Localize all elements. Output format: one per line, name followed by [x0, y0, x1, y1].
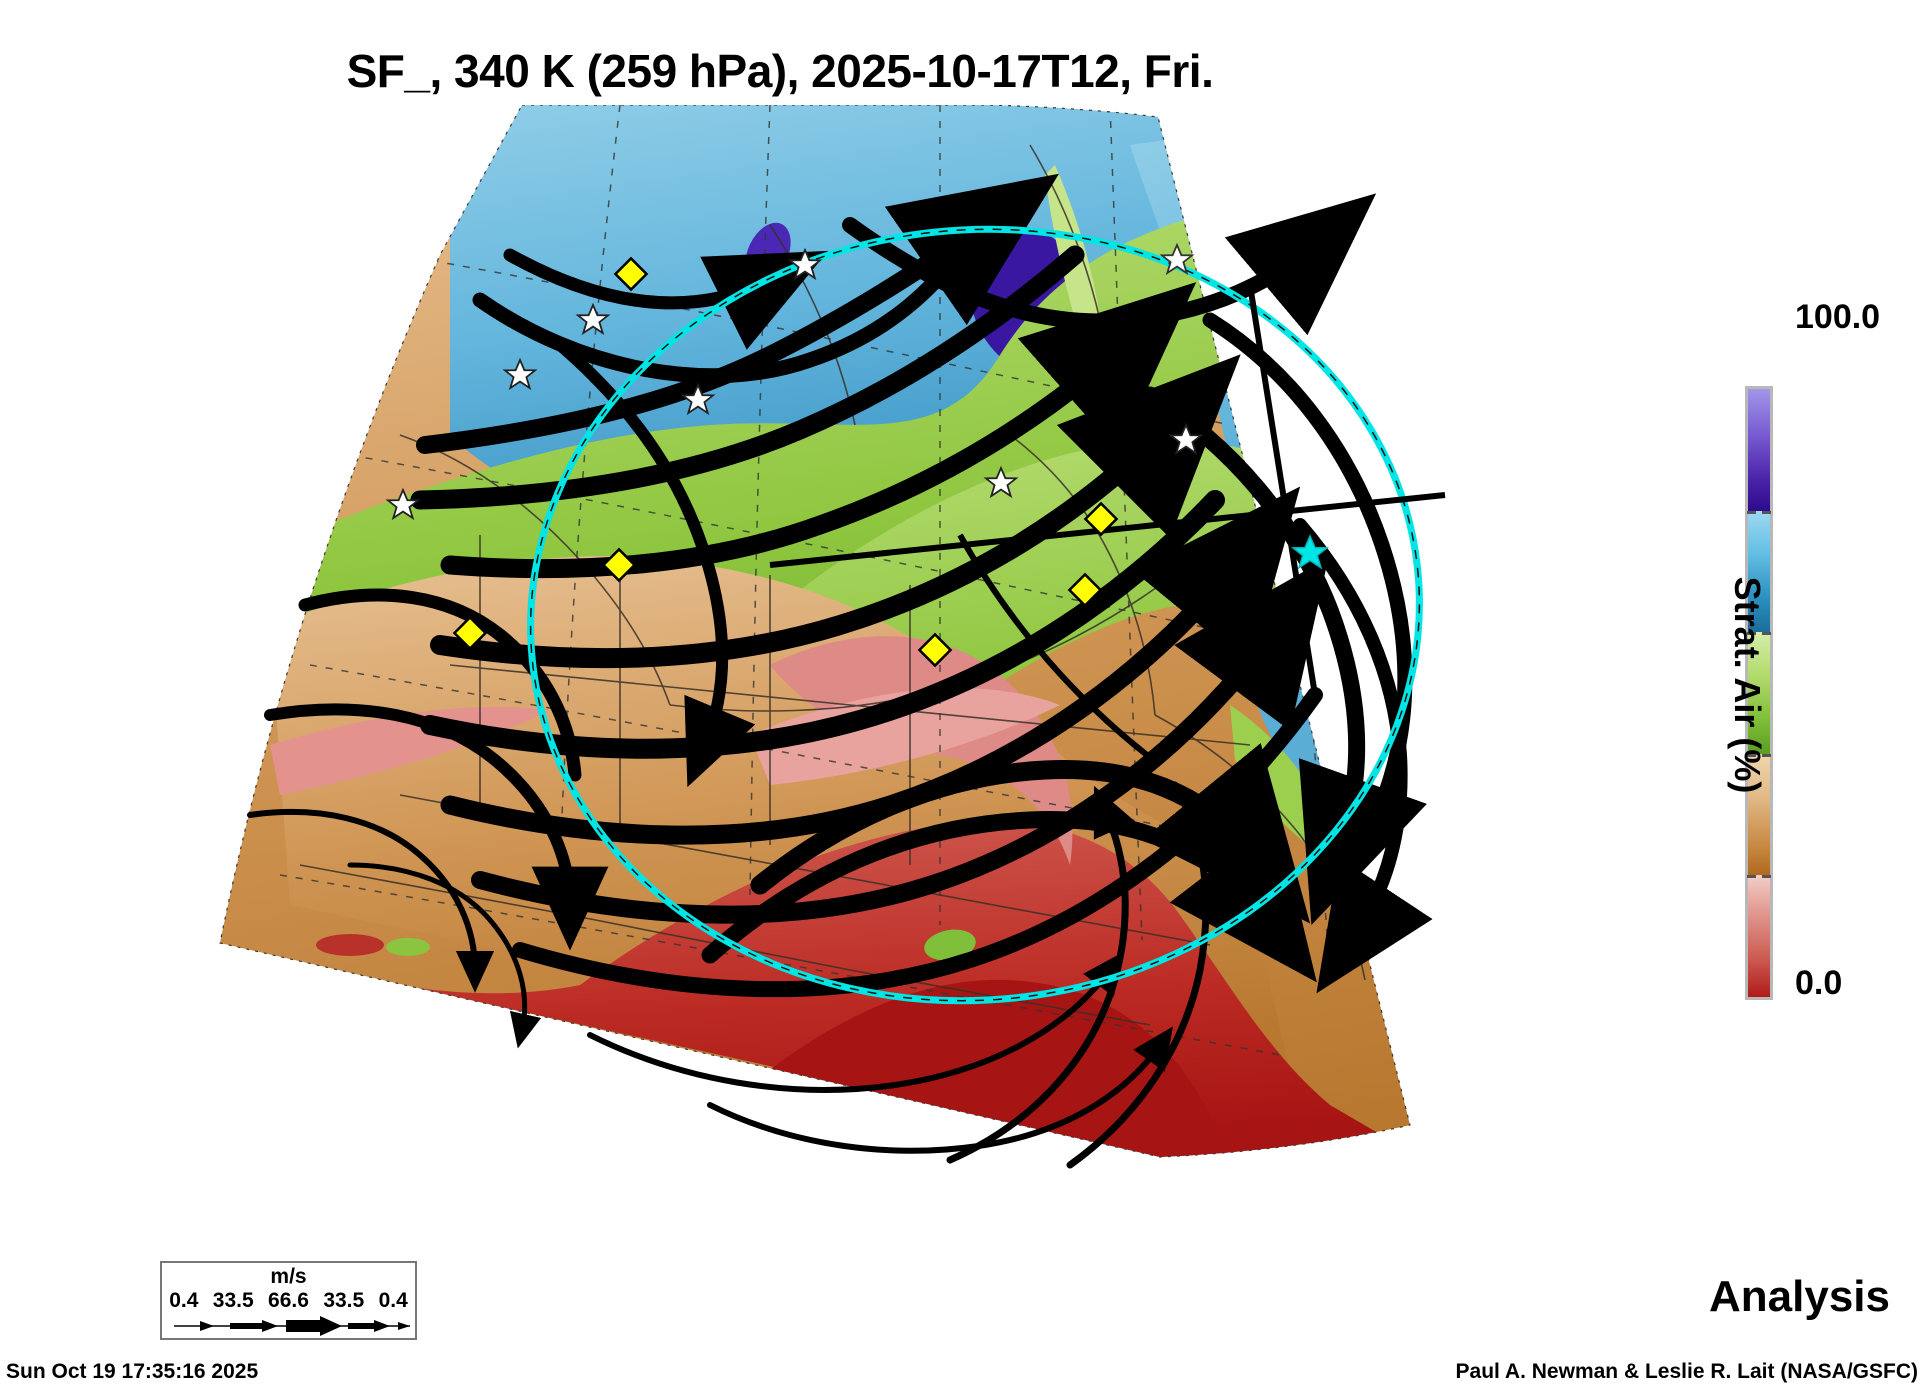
white-star-marker	[385, 487, 421, 521]
white-star-marker	[502, 357, 538, 391]
wind-key-value: 33.5	[323, 1289, 365, 1312]
colorbar-band-tan	[1748, 753, 1770, 876]
colorbar-tick	[1747, 875, 1756, 879]
wind-speed-key: m/s 0.4 33.5 66.6 33.5 0.4	[160, 1261, 417, 1340]
wind-streamlines	[247, 173, 1433, 1169]
band-pink-streak2	[750, 688, 1060, 785]
wind-key-units: m/s	[270, 1265, 307, 1288]
analysis-label: Analysis	[1709, 1272, 1890, 1321]
origin-star-marker	[1290, 534, 1330, 570]
colorbar	[1745, 386, 1773, 1000]
yellow-diamond-marker	[613, 256, 649, 292]
colorbar-tick	[1747, 510, 1756, 514]
white-star-marker	[983, 465, 1019, 499]
yellow-diamond-marker	[1083, 501, 1119, 537]
white-star-marker	[575, 302, 611, 336]
white-star-marker	[1168, 422, 1204, 456]
colorbar-tick	[1747, 753, 1756, 757]
yellow-diamond-marker	[917, 632, 953, 668]
wind-key-value: 0.4	[378, 1289, 408, 1312]
wind-key-value: 0.4	[169, 1289, 199, 1312]
colorbar-max-label: 100.0	[1795, 298, 1881, 336]
wind-key-value: 33.5	[212, 1289, 254, 1312]
range-ring-shadow	[529, 228, 1421, 1002]
page-title: SF_, 340 K (259 hPa), 2025-10-17T12, Fri…	[346, 45, 1214, 97]
colorbar-band-blue	[1748, 510, 1770, 633]
colorbar-tick	[1762, 875, 1771, 879]
map-canvas[interactable]	[150, 105, 1570, 1265]
white-star-marker	[680, 382, 716, 416]
white-star-marker	[1159, 242, 1195, 276]
red-island-sw	[316, 934, 384, 956]
map-panel[interactable]	[150, 105, 1570, 1265]
wind-key-values: 0.4 33.5 66.6 33.5 0.4	[162, 1289, 415, 1313]
green-island-south	[924, 929, 976, 961]
wind-key-arrows	[174, 1316, 410, 1336]
green-island-sw	[386, 938, 430, 956]
generation-timestamp: Sun Oct 19 17:35:16 2025	[6, 1360, 259, 1383]
colorbar-band-red	[1748, 875, 1770, 997]
yellow-diamond-marker	[1067, 572, 1103, 608]
yellow-diamond-marker	[601, 547, 637, 583]
colorbar-tick	[1762, 510, 1771, 514]
colorbar-min-label: 0.0	[1795, 964, 1843, 1002]
colorbar-band-green	[1748, 632, 1770, 754]
yellow-diamond-marker	[452, 615, 488, 651]
colorbar-tick	[1762, 632, 1771, 636]
colorbar-band-purple	[1748, 389, 1770, 511]
wind-key-value: 66.6	[268, 1289, 309, 1312]
flight-track	[769, 284, 1446, 768]
white-star-marker	[787, 247, 823, 281]
colorbar-tick	[1762, 753, 1771, 757]
colorbar-axis-label: Strat. Air (%)	[1727, 576, 1768, 794]
station-markers[interactable]	[385, 242, 1570, 668]
colorbar-tick	[1747, 632, 1756, 636]
author-credit: Paul A. Newman & Leslie R. Lait (NASA/GS…	[1455, 1360, 1918, 1383]
